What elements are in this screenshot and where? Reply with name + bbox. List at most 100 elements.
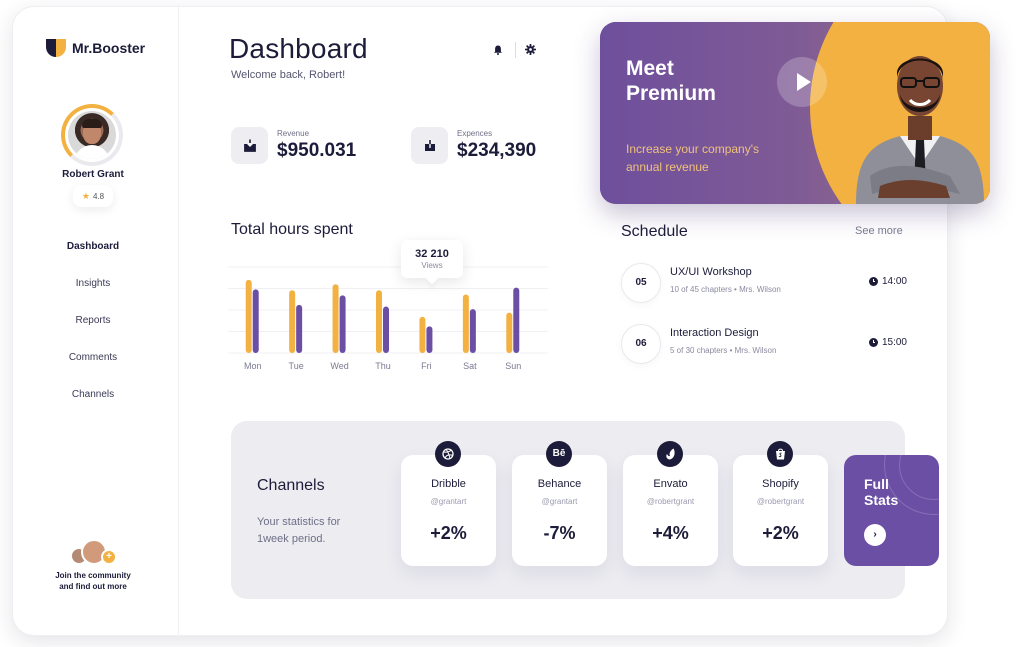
schedule-item[interactable]: 06 Interaction Design 5 of 30 chapters •… (621, 324, 911, 364)
header-divider (515, 42, 516, 58)
sidebar-item-reports[interactable]: Reports (75, 315, 111, 326)
channel-card-behance[interactable]: Bē Behance @grantart -7% (512, 441, 607, 566)
chart-bar[interactable] (513, 287, 520, 353)
arrow-right-icon[interactable]: › (864, 524, 886, 546)
revenue-icon-box (231, 127, 268, 164)
sidebar-item-insights[interactable]: Insights (75, 278, 111, 289)
schedule-time-value: 14:00 (881, 276, 907, 287)
chart-tick-label: Mon (244, 361, 262, 371)
channel-card-dribble[interactable]: Dribble @grantart +2% (401, 441, 496, 566)
community-cta[interactable]: + Join the community and find out more (13, 539, 173, 592)
gear-icon[interactable] (525, 44, 536, 55)
channel-handle: @robertgrant (756, 497, 805, 506)
star-icon: ★ (81, 190, 90, 201)
chart-bar[interactable] (296, 304, 303, 353)
community-line-1: Join the community (55, 571, 131, 580)
expences-label: Expences (457, 129, 493, 138)
community-line-2: and find out more (59, 582, 127, 591)
schedule-time: 14:00 (868, 276, 907, 287)
schedule-number: 05 (621, 263, 661, 303)
channel-name: Dribble (431, 478, 466, 490)
channel-value: +2% (762, 523, 799, 543)
logo[interactable]: Mr.Booster (46, 39, 145, 57)
channels-description: Your statistics for 1week period. (257, 516, 341, 545)
premium-subtitle: Increase your company's annual revenue (626, 142, 760, 174)
chart-bar[interactable] (506, 312, 513, 353)
chart-bar[interactable] (462, 294, 469, 353)
chart-bar[interactable] (376, 290, 382, 353)
bell-icon[interactable] (493, 45, 503, 55)
revenue-value: $950.031 (277, 140, 357, 161)
revenue-label: Revenue (277, 129, 310, 138)
chart-tick-label: Sat (463, 361, 477, 371)
channel-card-shopify[interactable]: Shopify @robertgrant +2% (733, 441, 828, 566)
schedule-number: 06 (621, 324, 661, 364)
clock-icon (868, 277, 878, 286)
logo-text: Mr.Booster (72, 40, 146, 56)
channel-handle: @robertgrant (646, 497, 695, 506)
download-icon (243, 139, 256, 152)
community-text: Join the community and find out more (13, 570, 173, 592)
tooltip-value: 32 210 (415, 248, 449, 260)
chart-tooltip: 32 210 Views (401, 240, 463, 278)
welcome-text: Welcome back, Robert! (231, 69, 346, 81)
page-title: Dashboard (229, 33, 368, 64)
channel-name: Shopify (762, 478, 799, 490)
expences-value: $234,390 (457, 140, 537, 161)
sidebar: Mr.Booster Robert Grant ★ 4.8 Dashboard … (13, 7, 179, 637)
chart-bar[interactable] (289, 290, 296, 353)
channel-value: +4% (652, 523, 689, 543)
chart-bar[interactable] (383, 306, 389, 353)
profile-progress-ring (61, 104, 123, 166)
schedule-subtitle: 10 of 45 chapters • Mrs. Wilson (670, 285, 781, 294)
businessman-photo (856, 56, 984, 204)
dribbble-icon (435, 441, 461, 467)
community-plus-icon[interactable]: + (101, 549, 117, 565)
sidebar-nav: Dashboard Insights Reports Comments Chan… (13, 237, 173, 422)
schedule-title-text: Interaction Design (670, 327, 759, 339)
hours-title: Total hours spent (231, 221, 353, 238)
channel-handle: @grantart (541, 497, 578, 506)
sidebar-item-comments[interactable]: Comments (68, 352, 118, 363)
hours-bar-chart: Mon Tue Wed Thu Fri Sat Sun (228, 266, 548, 371)
channel-card-envato[interactable]: Envato @robertgrant +4% (623, 441, 718, 566)
chart-bar[interactable] (339, 295, 346, 353)
channels-title: Channels (257, 477, 325, 494)
chart-bar[interactable] (332, 284, 339, 353)
channels-panel: Channels Your statistics for 1week perio… (231, 421, 939, 599)
chart-bar[interactable] (252, 289, 259, 353)
schedule-time: 15:00 (868, 337, 907, 348)
behance-icon: Bē (546, 441, 572, 467)
stat-revenue: Revenue $950.031 (231, 127, 356, 164)
chart-tick-label: Sun (505, 361, 521, 371)
premium-banner[interactable]: Meet Premium Increase your company's ann… (600, 22, 990, 204)
schedule-subtitle: 5 of 30 chapters • Mrs. Wilson (670, 346, 777, 355)
chart-tick-label: Thu (375, 361, 391, 371)
schedule-time-value: 15:00 (881, 337, 907, 348)
chart-bar[interactable] (426, 326, 433, 353)
premium-title: Meet Premium (626, 57, 716, 105)
envato-icon (657, 441, 683, 467)
tooltip-label: Views (421, 261, 443, 270)
chart-bar[interactable] (245, 279, 252, 353)
expences-icon-box (411, 127, 448, 164)
avatar[interactable] (68, 111, 116, 159)
chart-bar[interactable] (419, 316, 426, 353)
rating-badge: ★ 4.8 (73, 185, 113, 207)
schedule-item[interactable]: 05 UX/UI Workshop 10 of 45 chapters • Mr… (621, 263, 911, 303)
schedule-title-text: UX/UI Workshop (670, 266, 752, 278)
sidebar-item-dashboard[interactable]: Dashboard (66, 241, 120, 252)
chart-tick-label: Wed (330, 361, 348, 371)
chart-tick-label: Tue (289, 361, 304, 371)
play-icon[interactable] (777, 57, 827, 107)
sidebar-item-channels[interactable]: Channels (71, 389, 115, 400)
see-more-link[interactable]: See more (855, 225, 903, 237)
clock-icon (868, 338, 878, 347)
channel-name: Envato (653, 478, 688, 490)
profile-name: Robert Grant (62, 169, 124, 180)
rating-value: 4.8 (92, 191, 105, 201)
upload-icon (424, 139, 435, 151)
full-stats-button[interactable]: Full Stats › (844, 455, 939, 566)
channel-value: -7% (543, 523, 576, 543)
chart-bar[interactable] (469, 309, 476, 353)
